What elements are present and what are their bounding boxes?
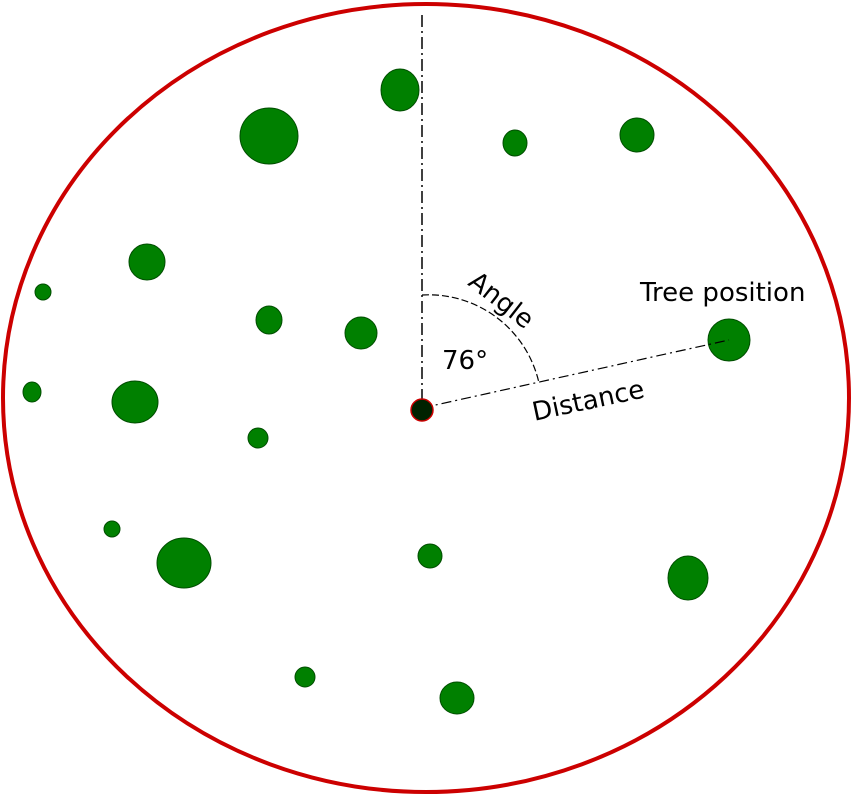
- tree: [380, 68, 420, 112]
- tree: [34, 283, 52, 301]
- tree: [111, 380, 159, 424]
- angle-label: Angle: [463, 266, 540, 335]
- distance-label: Distance: [530, 375, 647, 428]
- plot-center: [410, 398, 434, 422]
- tree: [103, 520, 121, 538]
- tree: [667, 555, 709, 601]
- tree: [247, 427, 269, 449]
- tree: [439, 681, 475, 715]
- tree: [239, 107, 299, 165]
- distance-line: [421, 339, 730, 409]
- tree: [156, 537, 212, 589]
- tree: [128, 243, 166, 281]
- tree: [502, 129, 528, 157]
- tree-position-label: Tree position: [639, 278, 805, 308]
- tree: [294, 666, 316, 688]
- tree: [344, 316, 378, 350]
- angle-arc: [421, 294, 540, 384]
- tree: [22, 381, 42, 403]
- tree: [619, 117, 655, 153]
- tree: [417, 543, 443, 569]
- tree: [255, 305, 283, 335]
- angle-value-label: 76°: [442, 346, 488, 376]
- trees: [22, 68, 751, 715]
